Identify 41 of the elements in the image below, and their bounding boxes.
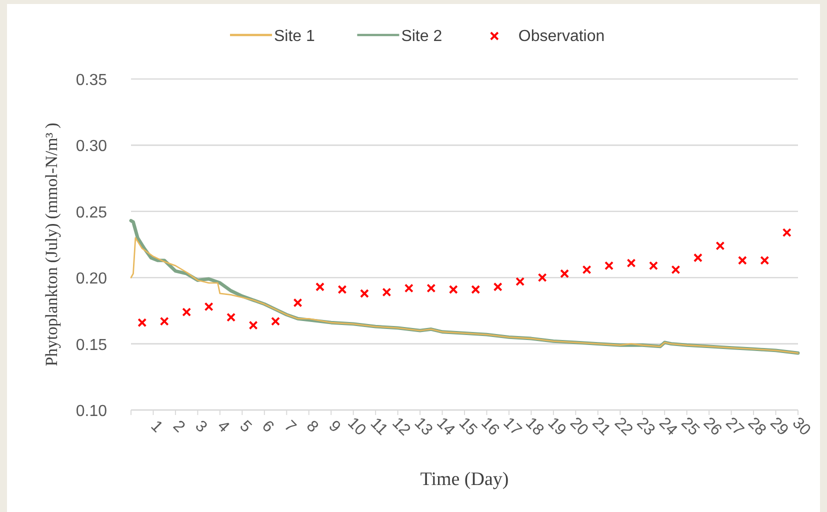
x-tick-label: 23	[633, 414, 658, 440]
x-tick-label: 14	[433, 414, 458, 440]
x-tick-label: 3	[192, 418, 210, 436]
x-tick-label: 12	[388, 414, 414, 440]
x-tick-label: 20	[566, 414, 592, 440]
legend-label: Site 2	[401, 28, 442, 45]
x-tick-label: 5	[236, 418, 255, 436]
y-tick-label: 0.10	[76, 403, 108, 420]
x-tick-label: 18	[522, 414, 547, 440]
x-tick-label: 27	[722, 414, 747, 440]
x-tick-label: 22	[611, 414, 636, 440]
x-tick-label: 30	[788, 414, 814, 440]
legend-label: Site 1	[274, 28, 316, 45]
y-tick-label: 0.20	[76, 270, 108, 288]
legend-label: Observation	[518, 28, 605, 45]
x-tick-label: 11	[366, 414, 391, 439]
x-axis-title: Time (Day)	[420, 469, 509, 490]
x-tick-label: 26	[700, 414, 725, 440]
x-tick-label: 6	[258, 418, 277, 436]
x-tick-label: 8	[302, 418, 322, 436]
y-axis-title: Phytoplankton (July) (mmol-N/m³ )	[42, 122, 61, 366]
x-tick-label: 7	[280, 418, 300, 436]
x-tick-label: 1	[147, 418, 166, 436]
x-tick-label: 19	[544, 414, 569, 440]
x-tick-label: 15	[455, 414, 480, 440]
y-tick-label: 0.25	[76, 204, 108, 222]
x-tick-label: 24	[655, 414, 680, 440]
y-tick-label: 0.35	[76, 72, 108, 89]
x-tick-label: 21	[588, 414, 614, 440]
x-tick-label: 28	[744, 414, 770, 440]
x-tick-label: 29	[766, 414, 792, 440]
x-tick-label: 10	[344, 414, 369, 440]
x-tick-label: 4	[214, 418, 232, 436]
x-tick-label: 2	[169, 418, 188, 436]
y-tick-label: 0.30	[76, 138, 108, 156]
x-tick-label: 17	[500, 414, 525, 440]
x-tick-label: 9	[325, 418, 344, 436]
x-tick-label: 13	[410, 414, 436, 440]
x-tick-label: 25	[678, 414, 702, 440]
x-tick-label: 16	[478, 414, 502, 440]
y-tick-label: 0.15	[76, 336, 108, 354]
